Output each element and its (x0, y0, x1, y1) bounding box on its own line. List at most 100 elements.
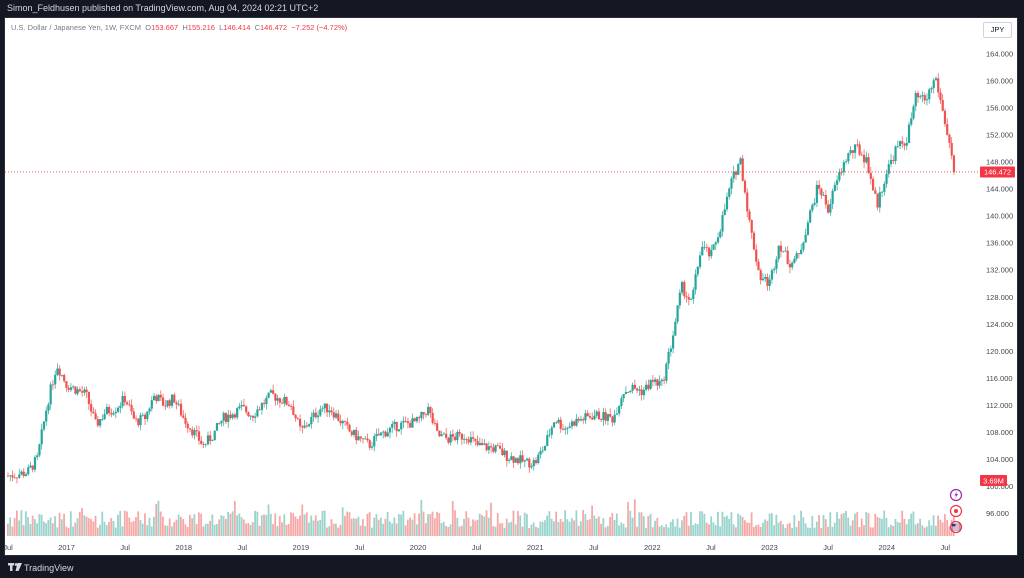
candle-body (263, 403, 266, 405)
candle-body (552, 422, 556, 428)
volume-bar (440, 523, 443, 536)
candle-body (701, 246, 704, 256)
open-value: 153.667 (151, 23, 179, 32)
candle-body (692, 289, 695, 300)
us-flag-event-icon[interactable] (949, 520, 963, 534)
candle-body (179, 403, 183, 416)
candle-body (698, 255, 702, 267)
volume-bar (806, 527, 809, 536)
candle-body (24, 474, 28, 476)
candle-body (231, 414, 234, 418)
candle-body (952, 155, 956, 172)
volume-bar (624, 527, 627, 536)
candle-body (33, 457, 37, 470)
candle-body (588, 416, 592, 418)
x-tick-label: Jul (589, 543, 599, 552)
candle-body (528, 458, 531, 468)
volume-bar (467, 517, 470, 536)
volume-bar (132, 520, 135, 536)
volume-bar (672, 519, 674, 536)
candle-body (148, 408, 151, 412)
candle-body (116, 407, 120, 412)
candle-body (85, 389, 88, 392)
candle-body (802, 242, 805, 250)
volume-bar (615, 513, 618, 536)
volume-bar (74, 522, 77, 536)
volume-bar (90, 518, 92, 536)
volume-bar (912, 511, 915, 536)
volume-bar (840, 514, 843, 536)
candle-body (105, 406, 108, 415)
volume-bar (153, 516, 155, 536)
candle-body (310, 416, 313, 425)
volume-bar (229, 513, 232, 536)
volume-bar (678, 527, 681, 536)
candle-body (779, 245, 783, 252)
candle-body (191, 429, 194, 436)
candle-body (332, 412, 335, 418)
candle-body (242, 404, 246, 407)
volume-bar (85, 516, 88, 536)
chart-frame[interactable] (4, 17, 1018, 556)
candle-body (501, 448, 504, 456)
volume-bar (577, 525, 580, 536)
volume-bar (645, 527, 647, 536)
volume-bar (45, 523, 47, 536)
volume-bar (269, 513, 272, 536)
candle-body (761, 278, 765, 281)
volume-bar (802, 517, 805, 536)
volume-bar (858, 527, 861, 536)
volume-bar (305, 512, 308, 536)
candle-body (119, 406, 122, 408)
volume-bar (294, 516, 297, 536)
lightning-event-icon[interactable] (949, 488, 963, 502)
candle-body (132, 411, 135, 419)
volume-bar (638, 512, 641, 536)
candle-body (604, 412, 607, 421)
volume-bar (148, 517, 151, 536)
volume-bar (719, 526, 722, 536)
volume-bar (258, 525, 261, 536)
volume-bar (690, 512, 692, 536)
candle-body (905, 142, 908, 146)
x-tick-label: Jul (940, 543, 950, 552)
time-axis[interactable]: Jul 2017 Jul 2018 Jul 2019 Jul 2020 Jul 2021 Jul 20… (3, 543, 950, 552)
y-tick-label: 108.000 (986, 428, 1013, 437)
x-tick-label: 2017 (58, 543, 75, 552)
candle-body (728, 188, 731, 197)
volume-bar (236, 515, 238, 536)
candle-body (582, 419, 585, 421)
volume-bar (341, 507, 344, 536)
candle-body (29, 465, 32, 468)
candle-body (415, 417, 419, 422)
event-icons[interactable] (949, 488, 963, 534)
candle-body (862, 154, 866, 163)
candlesticks (6, 73, 956, 484)
currency-button[interactable]: JPY (983, 22, 1012, 38)
volume-bar (613, 519, 616, 536)
volume-bar (784, 527, 787, 536)
candle-body (485, 443, 488, 451)
candle-body (150, 400, 153, 409)
y-tick-label: 104.000 (986, 455, 1013, 464)
candle-body (184, 417, 187, 424)
volume-bar (195, 523, 198, 536)
candle-body (707, 247, 711, 257)
price-axis[interactable]: 164.000 160.000 156.000 152.000 148.000 144.0… (986, 50, 1013, 518)
volume-bar (323, 510, 326, 536)
candle-body (498, 445, 502, 449)
price-tag: 146.472 (980, 166, 1015, 178)
volume-bar (222, 516, 225, 536)
candle-body (916, 93, 920, 98)
volume-bar (438, 513, 441, 536)
volume-bar (164, 525, 167, 536)
volume-bar (117, 514, 119, 536)
candle-body (20, 471, 23, 475)
volume-bar (892, 526, 895, 536)
candle-body (723, 209, 726, 216)
volume-bar (692, 525, 695, 536)
volume-bar (299, 515, 301, 536)
record-event-icon[interactable] (949, 504, 963, 518)
volume-bar (674, 526, 677, 536)
